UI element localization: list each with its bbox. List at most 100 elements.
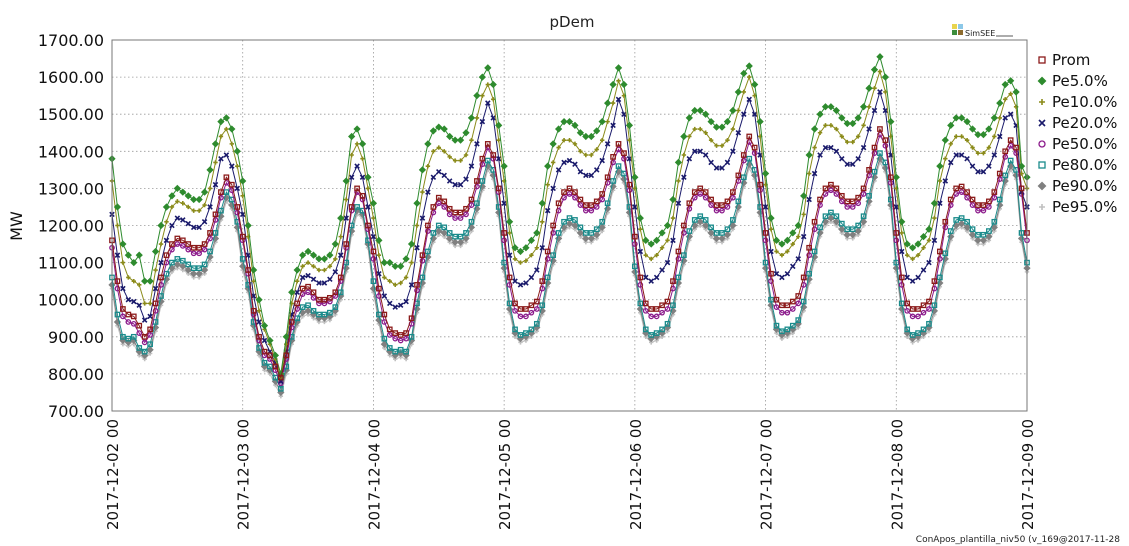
data-point	[827, 103, 835, 111]
data-point	[266, 336, 274, 345]
data-point	[866, 126, 872, 132]
data-point	[1017, 234, 1026, 243]
data-point	[218, 155, 224, 162]
data-point	[855, 222, 862, 229]
data-point	[272, 363, 279, 370]
data-point	[228, 125, 236, 133]
data-point	[996, 99, 1004, 107]
data-point	[517, 282, 524, 288]
data-point	[736, 108, 741, 113]
data-point	[544, 207, 551, 214]
data-point	[849, 161, 856, 168]
data-point	[490, 115, 497, 121]
data-point	[1008, 91, 1013, 96]
legend-item-label: Prom	[1052, 51, 1090, 69]
data-point	[544, 274, 551, 281]
data-point	[648, 278, 654, 284]
data-point	[882, 107, 889, 114]
legend-item-label: Pe80.0%	[1052, 156, 1117, 174]
y-axis-label: MW	[7, 211, 26, 241]
data-point	[915, 330, 921, 336]
data-point	[354, 163, 360, 169]
data-point	[779, 252, 785, 258]
data-point	[817, 196, 823, 203]
y-tick-label: 800.00	[48, 365, 104, 384]
data-point	[191, 208, 196, 213]
data-point	[675, 200, 682, 207]
data-point	[348, 132, 356, 141]
data-point	[261, 359, 268, 366]
data-point	[740, 69, 748, 78]
data-point	[403, 330, 409, 336]
data-point	[206, 166, 214, 174]
data-point	[392, 348, 399, 355]
data-point	[125, 335, 132, 342]
data-point	[512, 256, 518, 262]
data-point	[572, 189, 578, 195]
data-point	[828, 123, 834, 128]
data-point	[712, 123, 721, 131]
data-point	[131, 278, 136, 284]
data-point	[408, 315, 415, 322]
data-point	[915, 306, 921, 312]
legend-marker	[1038, 119, 1046, 127]
data-point	[376, 285, 382, 292]
data-point	[533, 320, 540, 327]
data-point	[670, 215, 676, 221]
x-tick-label: 2017-12-03 00	[235, 419, 253, 530]
data-point	[381, 293, 388, 299]
data-point	[992, 134, 997, 139]
data-point	[218, 194, 224, 201]
data-point	[146, 277, 154, 285]
data-point	[179, 237, 186, 244]
data-point	[773, 322, 780, 329]
data-point	[805, 275, 813, 283]
series-line	[111, 127, 1028, 380]
data-point	[681, 152, 687, 158]
data-point	[299, 285, 306, 292]
data-point	[305, 289, 311, 296]
data-point	[583, 152, 589, 158]
data-point	[293, 266, 301, 274]
data-point	[958, 189, 965, 195]
data-point	[658, 229, 666, 237]
data-point	[511, 244, 519, 252]
data-point	[196, 265, 202, 272]
data-point	[811, 226, 818, 233]
data-point	[806, 270, 812, 277]
data-point	[986, 198, 992, 205]
data-point	[643, 252, 648, 258]
data-point	[844, 161, 851, 168]
data-point	[719, 230, 725, 236]
data-point	[839, 134, 845, 139]
data-point	[969, 196, 976, 203]
series-layer	[108, 53, 1031, 399]
data-point	[937, 274, 943, 281]
data-point	[843, 231, 851, 239]
data-point	[921, 245, 926, 250]
legend-item-label: Pe5.0%	[1052, 72, 1108, 90]
data-point	[321, 311, 328, 318]
data-point	[251, 278, 256, 284]
data-point	[489, 80, 497, 89]
data-point	[936, 162, 944, 170]
data-point	[898, 274, 905, 281]
data-point	[403, 275, 409, 280]
data-point	[784, 326, 791, 333]
data-point	[332, 293, 339, 299]
data-point	[309, 251, 318, 259]
data-point	[990, 114, 998, 122]
x-tick-label: 2017-12-02 00	[104, 419, 122, 530]
data-point	[567, 137, 572, 143]
data-point	[196, 250, 202, 257]
data-point	[327, 298, 333, 305]
y-axis: 700.00 800.00 900.00 1000.00 1100.00 1200.00 1…	[38, 31, 104, 421]
data-point	[550, 185, 556, 192]
data-point	[162, 203, 171, 211]
x-axis: 2017-12-02 00 2017-12-03 00 2017-12-04 00 2…	[104, 419, 1037, 530]
data-point	[632, 233, 638, 240]
data-point	[332, 269, 339, 275]
data-point	[625, 121, 634, 129]
data-point	[855, 200, 862, 207]
data-point	[119, 240, 127, 248]
